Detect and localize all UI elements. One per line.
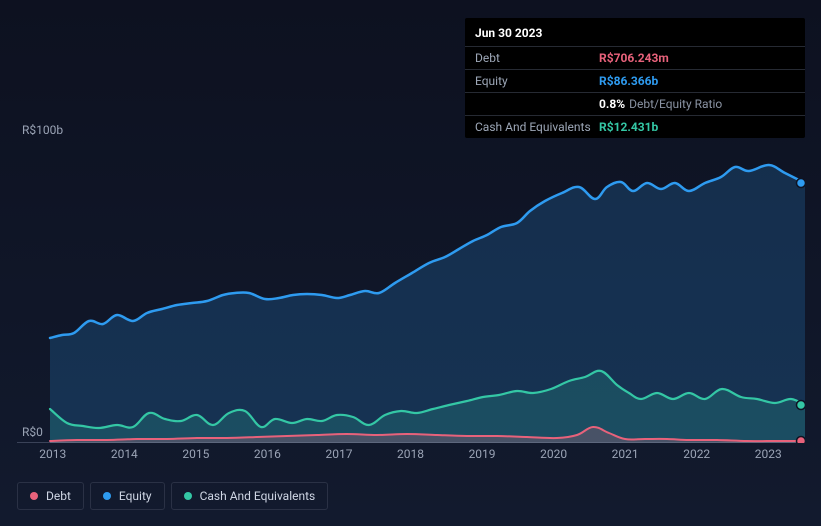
tooltip-label: Equity: [475, 74, 599, 88]
legend-label: Equity: [119, 489, 152, 503]
x-tick-label: 2018: [375, 447, 447, 467]
x-tick-label: 2015: [160, 447, 232, 467]
tooltip-row: 0.8% Debt/Equity Ratio: [465, 92, 805, 115]
legend-label: Debt: [46, 489, 71, 503]
legend-dot: [103, 492, 111, 500]
tooltip-value: R$86.366b: [599, 74, 658, 88]
data-tooltip: Jun 30 2023 DebtR$706.243mEquityR$86.366…: [465, 18, 805, 138]
x-tick-label: 2017: [303, 447, 375, 467]
x-tick-label: 2013: [17, 447, 89, 467]
x-tick-label: 2022: [661, 447, 733, 467]
x-tick-label: 2023: [732, 447, 804, 467]
legend-item-cash-and-equivalents[interactable]: Cash And Equivalents: [171, 482, 329, 510]
tooltip-extra: Debt/Equity Ratio: [629, 97, 722, 111]
x-tick-label: 2014: [89, 447, 161, 467]
chart-legend: Debt Equity Cash And Equivalents: [17, 482, 328, 510]
y-axis-top-label: R$100b: [22, 123, 63, 137]
x-tick-label: 2021: [589, 447, 661, 467]
legend-dot: [30, 492, 38, 500]
x-tick-label: 2020: [518, 447, 590, 467]
x-tick-label: 2016: [232, 447, 304, 467]
tooltip-value: 0.8%: [599, 97, 625, 111]
end-marker: [797, 437, 806, 444]
x-axis: 2013201420152016201720182019202020212022…: [17, 447, 804, 467]
legend-item-debt[interactable]: Debt: [17, 482, 84, 510]
tooltip-row: DebtR$706.243m: [465, 46, 805, 69]
tooltip-date: Jun 30 2023: [465, 18, 805, 46]
x-tick-label: 2019: [446, 447, 518, 467]
tooltip-value: R$706.243m: [599, 51, 669, 65]
tooltip-label: Cash And Equivalents: [475, 120, 599, 134]
tooltip-label: Debt: [475, 51, 599, 65]
end-marker: [797, 179, 806, 188]
tooltip-value: R$12.431b: [599, 120, 658, 134]
tooltip-row: Cash And EquivalentsR$12.431b: [465, 115, 805, 138]
end-marker: [797, 401, 806, 410]
legend-item-equity[interactable]: Equity: [90, 482, 165, 510]
legend-label: Cash And Equivalents: [200, 489, 316, 503]
area-chart: [17, 143, 805, 443]
tooltip-row: EquityR$86.366b: [465, 69, 805, 92]
legend-dot: [184, 492, 192, 500]
